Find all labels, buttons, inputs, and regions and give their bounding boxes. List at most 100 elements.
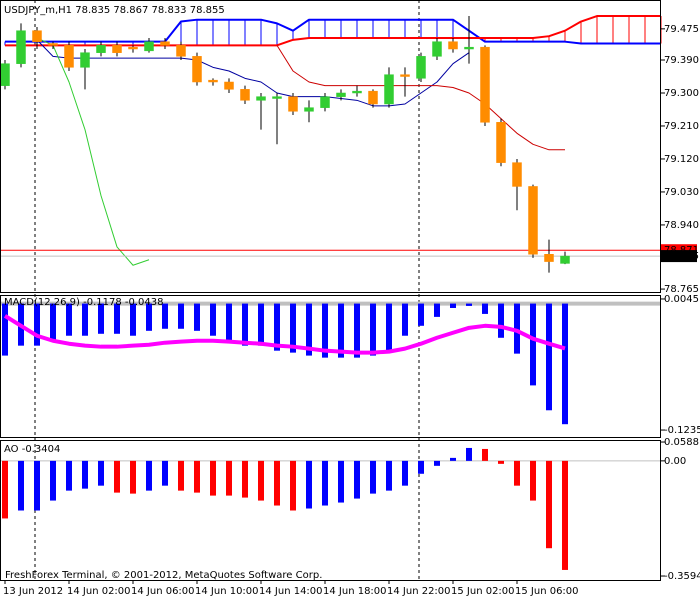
histogram-bar bbox=[530, 460, 536, 501]
ao-title: AO -0.3404 bbox=[4, 444, 60, 455]
histogram-bar bbox=[178, 460, 184, 491]
candle-body bbox=[560, 255, 570, 264]
histogram-bar bbox=[290, 303, 296, 353]
candle-body bbox=[400, 74, 410, 77]
candle-body bbox=[32, 30, 42, 42]
histogram-bar bbox=[434, 303, 440, 317]
histogram-bar bbox=[98, 460, 104, 486]
x-tick-label: 15 Jun 06:00 bbox=[515, 586, 579, 597]
histogram-bar bbox=[498, 303, 504, 338]
x-tick-label: 15 Jun 02:00 bbox=[451, 586, 515, 597]
x-tick-label: 14 Jun 22:00 bbox=[387, 586, 451, 597]
histogram-bar bbox=[386, 460, 392, 491]
histogram-bar bbox=[50, 303, 56, 341]
candle-body bbox=[528, 186, 538, 255]
candle-body bbox=[368, 90, 378, 105]
histogram-bar bbox=[178, 303, 184, 329]
footer: FreshForex Terminal, © 2001-2012, MetaQu… bbox=[5, 570, 322, 581]
histogram-bar bbox=[114, 303, 120, 334]
y-tick-label: 79.475 bbox=[664, 24, 699, 35]
histogram-bar bbox=[98, 303, 104, 334]
y-tick-label: 78.765 bbox=[664, 284, 699, 295]
histogram-bar bbox=[162, 460, 168, 486]
candle-body bbox=[384, 74, 394, 105]
candle-body bbox=[48, 43, 58, 46]
histogram-bar bbox=[450, 303, 456, 308]
x-tick-label: 14 Jun 14:00 bbox=[259, 586, 323, 597]
histogram-bar bbox=[114, 460, 120, 493]
histogram-bar bbox=[258, 460, 264, 501]
histogram-bar bbox=[514, 303, 520, 354]
histogram-bar bbox=[498, 460, 504, 464]
histogram-bar bbox=[466, 303, 472, 306]
histogram-bar bbox=[338, 303, 344, 358]
histogram-bar bbox=[562, 460, 568, 570]
candle-body bbox=[208, 79, 218, 83]
histogram-bar bbox=[306, 460, 312, 509]
y-tick-label: -0.3594 bbox=[664, 571, 700, 582]
y-tick-label: 78.940 bbox=[664, 220, 699, 231]
histogram-bar bbox=[66, 460, 72, 491]
x-tick-label: 14 Jun 10:00 bbox=[195, 586, 259, 597]
histogram-bar bbox=[2, 460, 8, 519]
candle-body bbox=[224, 81, 234, 90]
y-tick-label: 79.390 bbox=[664, 55, 699, 66]
histogram-bar bbox=[34, 303, 40, 346]
candle-body bbox=[80, 52, 90, 68]
candle-body bbox=[464, 46, 474, 50]
histogram-bar bbox=[194, 303, 200, 331]
candle-body bbox=[416, 56, 426, 79]
indicator-line bbox=[276, 45, 565, 151]
histogram-bar bbox=[370, 460, 376, 494]
candle-body bbox=[192, 56, 202, 83]
candle-body bbox=[480, 46, 490, 123]
candle-body bbox=[128, 46, 138, 50]
histogram-bar bbox=[354, 303, 360, 358]
histogram-bar bbox=[210, 460, 216, 496]
histogram-bar bbox=[434, 460, 440, 466]
y-tick-label: 79.030 bbox=[664, 187, 699, 198]
histogram-bar bbox=[482, 448, 488, 461]
macd-title: MACD(12,26,9) -0.1178 -0.0438 bbox=[4, 297, 164, 308]
y-tick-label: 79.120 bbox=[664, 154, 699, 165]
macd-panel-frame bbox=[0, 295, 661, 438]
candle-body bbox=[16, 30, 26, 64]
histogram-bar bbox=[130, 303, 136, 336]
histogram-bar bbox=[562, 303, 568, 425]
candle-body bbox=[544, 254, 554, 262]
histogram-bar bbox=[82, 303, 88, 336]
histogram-bar bbox=[226, 303, 232, 343]
histogram-bar bbox=[290, 460, 296, 511]
candle-body bbox=[448, 41, 458, 50]
histogram-bar bbox=[322, 460, 328, 506]
histogram-bar bbox=[2, 303, 8, 356]
candle-body bbox=[512, 162, 522, 187]
histogram-bar bbox=[338, 460, 344, 503]
candle-body bbox=[432, 41, 442, 57]
candle-body bbox=[352, 90, 362, 94]
histogram-bar bbox=[66, 303, 72, 336]
ao-panel-frame bbox=[0, 440, 661, 581]
histogram-bar bbox=[546, 460, 552, 549]
y-tick-label: -0.1235 bbox=[664, 425, 700, 436]
candle-body bbox=[256, 96, 266, 101]
y-tick-label: 0.00 bbox=[664, 456, 686, 467]
x-tick-label: 13 Jun 2012 bbox=[3, 586, 63, 597]
histogram-bar bbox=[370, 303, 376, 356]
histogram-bar bbox=[162, 303, 168, 329]
chart-title: USDJPY_m,H1 78.835 78.867 78.833 78.855 bbox=[4, 5, 225, 16]
histogram-bar bbox=[306, 303, 312, 356]
y-tick-label: 0.0588 bbox=[664, 437, 699, 448]
histogram-bar bbox=[210, 303, 216, 336]
histogram-bar bbox=[450, 457, 456, 461]
candle-body bbox=[496, 122, 506, 163]
histogram-bar bbox=[82, 460, 88, 489]
candle-body bbox=[240, 89, 250, 101]
candle-body bbox=[96, 45, 106, 53]
histogram-bar bbox=[34, 460, 40, 511]
candle-body bbox=[0, 63, 10, 86]
x-tick-label: 14 Jun 18:00 bbox=[323, 586, 387, 597]
candle-body bbox=[304, 107, 314, 112]
histogram-bar bbox=[146, 303, 152, 331]
